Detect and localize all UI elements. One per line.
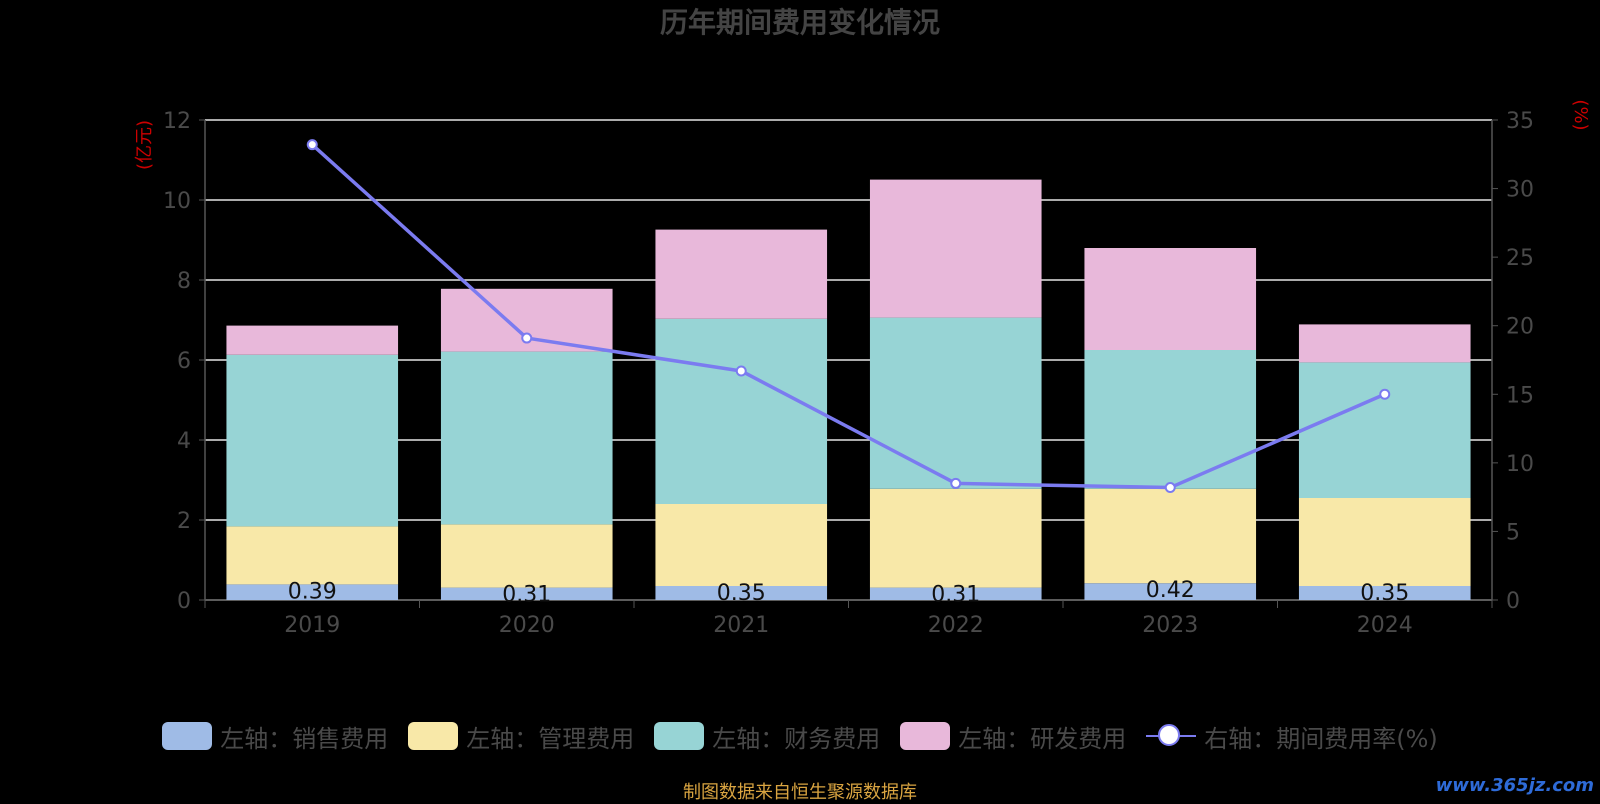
x-tick-label: 2021 xyxy=(713,613,769,638)
bar-segment xyxy=(1084,350,1257,489)
bar-value-label: 0.35 xyxy=(1360,581,1409,606)
left-tick-label: 8 xyxy=(177,269,191,294)
right-tick-label: 0 xyxy=(1506,589,1520,614)
left-tick-label: 10 xyxy=(163,189,191,214)
bar-value-label: 0.31 xyxy=(931,583,980,608)
bar-segment xyxy=(1298,586,1471,600)
right-tick-label: 15 xyxy=(1506,383,1534,408)
bar-segment xyxy=(1298,362,1471,498)
bar-segment xyxy=(440,524,613,588)
x-tick-label: 2023 xyxy=(1142,613,1198,638)
bar-segment xyxy=(226,526,399,585)
site-watermark: www.365jz.com xyxy=(1435,775,1594,796)
x-tick-label: 2019 xyxy=(284,613,340,638)
x-tick-label: 2020 xyxy=(499,613,555,638)
legend-label: 左轴：管理费用 xyxy=(466,724,635,753)
data-source-note: 制图数据来自恒生聚源数据库 xyxy=(683,782,917,803)
legend-item[interactable]: 左轴：管理费用 xyxy=(408,719,634,754)
right-tick-label: 35 xyxy=(1506,109,1534,134)
right-tick-label: 25 xyxy=(1506,246,1534,271)
legend-label: 左轴：销售费用 xyxy=(220,724,389,753)
legend-swatch xyxy=(1146,722,1197,750)
bar-segment xyxy=(655,586,828,600)
line-point xyxy=(306,139,318,151)
chart-legend: 左轴：销售费用 左轴：管理费用 左轴：财务费用 左轴：研发费用 右轴：期间费用率(%) xyxy=(0,718,1600,754)
bar-value-label: 0.42 xyxy=(1146,578,1195,603)
chart-title: 历年期间费用变化情况 xyxy=(660,6,940,39)
legend-swatch xyxy=(654,722,705,750)
bar-value-label: 0.39 xyxy=(288,579,337,604)
bar-segment xyxy=(869,488,1042,588)
right-axis-unit: (%) xyxy=(1570,99,1591,130)
legend-label: 左轴：财务费用 xyxy=(712,724,881,753)
x-tick-label: 2024 xyxy=(1357,613,1413,638)
bar-segment xyxy=(655,504,828,586)
bar-segment xyxy=(440,587,613,600)
left-tick-label: 4 xyxy=(177,429,191,454)
left-tick-label: 12 xyxy=(163,109,191,134)
bar-segment xyxy=(1298,498,1471,586)
bar-segment xyxy=(1084,583,1257,600)
line-point xyxy=(1379,388,1391,400)
bar-segment xyxy=(226,584,399,600)
bar-value-label: 0.31 xyxy=(502,583,551,608)
bar-value-label: 0.35 xyxy=(717,581,766,606)
bar-segment xyxy=(440,351,613,525)
bar-segment xyxy=(226,354,399,527)
line-point xyxy=(1164,482,1176,494)
bar-segment xyxy=(655,318,828,504)
bar-segment xyxy=(869,587,1042,600)
bar-segment xyxy=(1084,488,1257,584)
legend-label: 右轴：期间费用率(%) xyxy=(1204,724,1438,753)
bar-segment xyxy=(655,229,828,319)
bar-segment xyxy=(1084,248,1257,350)
right-tick-label: 5 xyxy=(1506,520,1520,545)
x-tick-label: 2022 xyxy=(928,613,984,638)
left-tick-label: 0 xyxy=(177,589,191,614)
bar-segment xyxy=(226,325,399,355)
legend-swatch xyxy=(408,722,459,750)
line-point xyxy=(735,365,747,377)
right-tick-label: 20 xyxy=(1506,315,1534,340)
line-point xyxy=(950,477,962,489)
bar-segment xyxy=(869,317,1042,489)
bar-segment xyxy=(869,179,1042,318)
left-tick-label: 6 xyxy=(177,349,191,374)
left-axis-unit: (亿元) xyxy=(134,120,155,170)
legend-swatch xyxy=(162,722,213,750)
legend-item[interactable]: 右轴：期间费用率(%) xyxy=(1146,719,1438,754)
right-tick-label: 10 xyxy=(1506,452,1534,477)
legend-swatch xyxy=(900,722,951,750)
legend-label: 左轴：研发费用 xyxy=(958,724,1127,753)
line-series-path xyxy=(311,143,1386,490)
legend-item[interactable]: 左轴：财务费用 xyxy=(654,719,880,754)
left-tick-label: 2 xyxy=(177,509,191,534)
legend-item[interactable]: 左轴：销售费用 xyxy=(162,719,388,754)
right-tick-label: 30 xyxy=(1506,178,1534,203)
legend-item[interactable]: 左轴：研发费用 xyxy=(900,719,1126,754)
bar-segment xyxy=(1298,324,1471,363)
line-point xyxy=(521,332,533,344)
